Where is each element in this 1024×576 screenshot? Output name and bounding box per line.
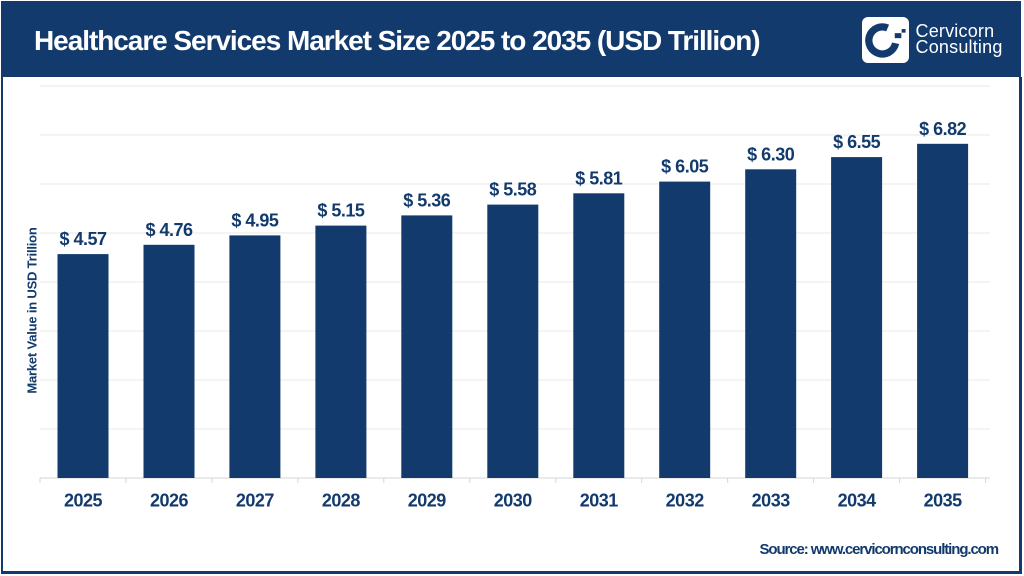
svg-text:2028: 2028 [322,490,361,510]
svg-text:2029: 2029 [408,490,447,510]
svg-text:$ 5.81: $ 5.81 [575,168,623,188]
svg-text:2032: 2032 [666,490,705,510]
svg-text:2025: 2025 [64,490,103,510]
svg-text:$ 5.36: $ 5.36 [403,191,451,211]
svg-text:$ 4.57: $ 4.57 [59,229,107,249]
svg-text:$ 6.55: $ 6.55 [833,132,881,152]
svg-text:$ 4.76: $ 4.76 [145,220,193,240]
svg-text:$ 6.05: $ 6.05 [661,157,709,177]
svg-text:$ 5.15: $ 5.15 [317,201,365,221]
svg-text:$ 5.58: $ 5.58 [489,180,537,200]
svg-text:2034: 2034 [838,490,877,510]
svg-text:$ 6.82: $ 6.82 [919,119,967,139]
svg-text:2035: 2035 [924,490,963,510]
svg-text:2033: 2033 [752,490,791,510]
svg-text:2031: 2031 [580,490,619,510]
svg-text:$ 6.30: $ 6.30 [747,144,795,164]
svg-text:2030: 2030 [494,490,533,510]
svg-text:$ 4.95: $ 4.95 [231,211,279,231]
svg-text:2027: 2027 [236,490,275,510]
svg-text:2026: 2026 [150,490,189,510]
